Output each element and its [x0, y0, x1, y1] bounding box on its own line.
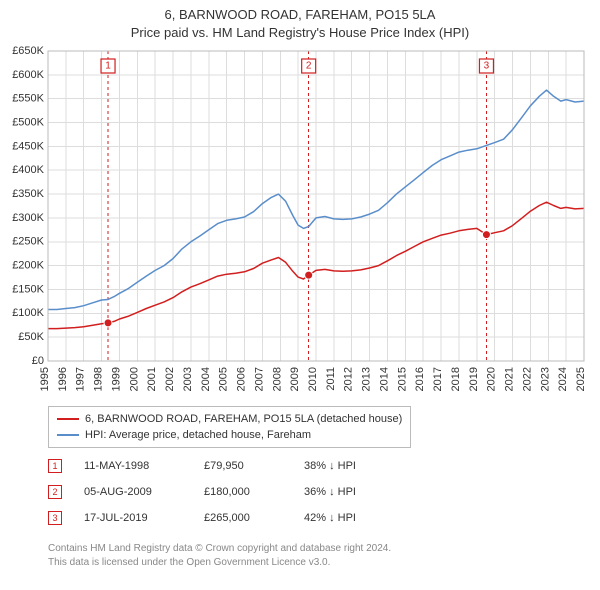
x-tick-label: 1995: [39, 367, 51, 391]
marker-number: 3: [484, 61, 490, 72]
line-chart: £0 £50K £100K £150K £200K £250K £300K £350K £400…: [0, 45, 600, 405]
marker-number: 2: [306, 61, 312, 72]
y-tick-label: £350K: [12, 188, 44, 200]
x-tick-label: 2009: [289, 367, 301, 391]
legend-item: HPI: Average price, detached house, Fare…: [57, 427, 402, 443]
footer-line-1: Contains HM Land Registry data © Crown c…: [48, 542, 391, 556]
y-tick-label: £400K: [12, 164, 44, 176]
y-tick-label: £250K: [12, 236, 44, 248]
sale-marker: 3: [48, 511, 62, 525]
sale-date: 05-AUG-2009: [84, 486, 204, 498]
x-tick-label: 1999: [110, 367, 122, 391]
x-tick-label: 1997: [75, 367, 87, 391]
sale-row: 2 05-AUG-2009£180,00036% ↓ HPI: [48, 481, 404, 503]
x-tick-label: 1996: [57, 367, 69, 391]
chart-area: £0 £50K £100K £150K £200K £250K £300K £350K £400…: [0, 45, 600, 405]
x-tick-label: 2014: [378, 367, 390, 391]
chart-title-block: 6, BARNWOOD ROAD, FAREHAM, PO15 5LA Pric…: [0, 0, 600, 41]
x-tick-label: 2007: [253, 367, 265, 391]
y-tick-label: £500K: [12, 117, 44, 129]
y-tick-label: £550K: [12, 93, 44, 105]
sale-marker: 1: [48, 459, 62, 473]
legend-item: 6, BARNWOOD ROAD, FAREHAM, PO15 5LA (det…: [57, 411, 402, 427]
sale-row: 3 17-JUL-2019£265,00042% ↓ HPI: [48, 507, 404, 529]
x-tick-label: 2010: [307, 367, 319, 391]
sale-marker: 2: [48, 485, 62, 499]
x-tick-label: 2021: [504, 367, 516, 391]
y-tick-label: £200K: [12, 260, 44, 272]
x-tick-label: 2005: [218, 367, 230, 391]
x-tick-label: 2019: [468, 367, 480, 391]
x-tick-label: 2012: [343, 367, 355, 391]
x-tick-label: 2017: [432, 367, 444, 391]
x-tick-label: 1998: [93, 367, 105, 391]
x-tick-label: 2006: [236, 367, 248, 391]
x-tick-label: 2015: [396, 367, 408, 391]
x-tick-label: 2023: [539, 367, 551, 391]
x-tick-label: 2022: [521, 367, 533, 391]
sales-table: 1 11-MAY-1998£79,95038% ↓ HPI 2 05-AUG-2009…: [48, 455, 404, 533]
x-tick-label: 2008: [271, 367, 283, 391]
x-tick-label: 2013: [361, 367, 373, 391]
legend-swatch: [57, 434, 79, 436]
legend-label: HPI: Average price, detached house, Fare…: [85, 429, 311, 441]
sale-date: 17-JUL-2019: [84, 512, 204, 524]
x-tick-label: 2016: [414, 367, 426, 391]
title-line-1: 6, BARNWOOD ROAD, FAREHAM, PO15 5LA: [0, 6, 600, 24]
footer-attribution: Contains HM Land Registry data © Crown c…: [48, 542, 391, 569]
sale-date: 11-MAY-1998: [84, 460, 204, 472]
x-tick-label: 2011: [325, 367, 337, 391]
sale-price: £265,000: [204, 512, 304, 524]
x-tick-label: 2001: [146, 367, 158, 391]
sale-price: £79,950: [204, 460, 304, 472]
title-line-2: Price paid vs. HM Land Registry's House …: [0, 24, 600, 42]
x-tick-label: 2025: [575, 367, 587, 391]
sale-delta: 38% ↓ HPI: [304, 460, 404, 472]
x-tick-label: 2000: [128, 367, 140, 391]
x-tick-label: 2020: [486, 367, 498, 391]
x-tick-label: 2024: [557, 367, 569, 391]
sale-price: £180,000: [204, 486, 304, 498]
y-tick-label: £600K: [12, 69, 44, 81]
y-tick-label: £650K: [12, 45, 44, 57]
legend-swatch: [57, 418, 79, 420]
x-tick-label: 2003: [182, 367, 194, 391]
marker-number: 1: [105, 61, 111, 72]
footer-line-2: This data is licensed under the Open Gov…: [48, 556, 391, 570]
x-tick-label: 2018: [450, 367, 462, 391]
legend-label: 6, BARNWOOD ROAD, FAREHAM, PO15 5LA (det…: [85, 413, 402, 425]
y-tick-label: £150K: [12, 283, 44, 295]
y-tick-label: £450K: [12, 140, 44, 152]
sale-delta: 42% ↓ HPI: [304, 512, 404, 524]
y-tick-label: £300K: [12, 212, 44, 224]
x-tick-label: 2002: [164, 367, 176, 391]
y-tick-label: £0: [32, 355, 44, 367]
sale-row: 1 11-MAY-1998£79,95038% ↓ HPI: [48, 455, 404, 477]
legend: 6, BARNWOOD ROAD, FAREHAM, PO15 5LA (det…: [48, 406, 411, 448]
sale-delta: 36% ↓ HPI: [304, 486, 404, 498]
y-tick-label: £50K: [18, 331, 44, 343]
y-tick-label: £100K: [12, 307, 44, 319]
x-tick-label: 2004: [200, 367, 212, 391]
